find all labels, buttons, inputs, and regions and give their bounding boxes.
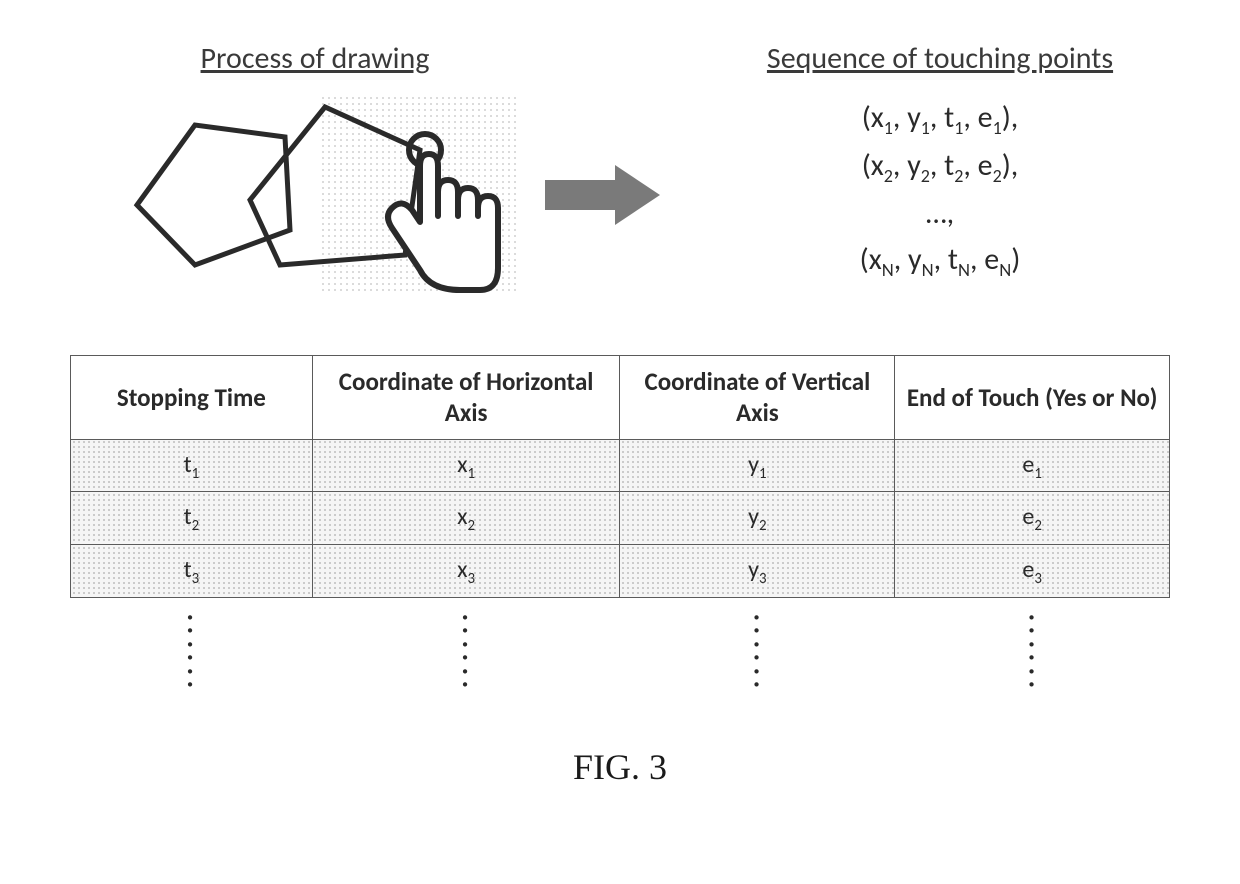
drawing-illustration — [125, 95, 505, 305]
cell-x: x3 — [312, 545, 620, 598]
cell-t: t3 — [71, 545, 313, 598]
figure-caption: FIG. 3 — [60, 746, 1180, 788]
cell-x: x1 — [312, 439, 620, 492]
vdots-icon: ······ — [620, 610, 895, 691]
cell-e: e3 — [895, 545, 1170, 598]
vdots-icon: ······ — [70, 610, 312, 691]
table-row: t1 x1 y1 e1 — [71, 439, 1170, 492]
tuple-line-n: (xN, yN, tN, eN) — [730, 237, 1150, 285]
right-heading: Sequence of touching points — [730, 40, 1150, 77]
tuple-line-ellipsis: …, — [730, 191, 1150, 238]
cell-x: x2 — [312, 492, 620, 545]
cell-y: y2 — [620, 492, 895, 545]
th-stopping-time: Stopping Time — [71, 356, 313, 440]
cell-t: t2 — [71, 492, 313, 545]
th-coord-horizontal: Coordinate of Horizontal Axis — [312, 356, 620, 440]
top-row: Process of drawing — [60, 40, 1180, 305]
tuple-line-2: (x2, y2, t2, e2), — [730, 143, 1150, 191]
left-heading: Process of drawing — [90, 40, 540, 77]
touch-data-table: Stopping Time Coordinate of Horizontal A… — [70, 355, 1170, 598]
pentagon-left — [137, 125, 290, 265]
vdots-icon: ······ — [895, 610, 1170, 691]
cell-e: e2 — [895, 492, 1170, 545]
th-end-of-touch: End of Touch (Yes or No) — [895, 356, 1170, 440]
cell-y: y1 — [620, 439, 895, 492]
cell-e: e1 — [895, 439, 1170, 492]
table-row: t2 x2 y2 e2 — [71, 492, 1170, 545]
cell-y: y3 — [620, 545, 895, 598]
sequence-block: Sequence of touching points (x1, y1, t1,… — [730, 40, 1150, 285]
vertical-dots-row: ······ ······ ······ ······ — [70, 610, 1170, 691]
process-of-drawing-block: Process of drawing — [90, 40, 540, 305]
tuple-line-1: (x1, y1, t1, e1), — [730, 95, 1150, 143]
th-coord-vertical: Coordinate of Vertical Axis — [620, 356, 895, 440]
tuple-list: (x1, y1, t1, e1), (x2, y2, t2, e2), …, (… — [730, 95, 1150, 285]
vdots-icon: ······ — [312, 610, 620, 691]
hand-icon — [370, 130, 510, 310]
table-header-row: Stopping Time Coordinate of Horizontal A… — [71, 356, 1170, 440]
cell-t: t1 — [71, 439, 313, 492]
arrow-icon — [545, 165, 660, 230]
table-row: t3 x3 y3 e3 — [71, 545, 1170, 598]
